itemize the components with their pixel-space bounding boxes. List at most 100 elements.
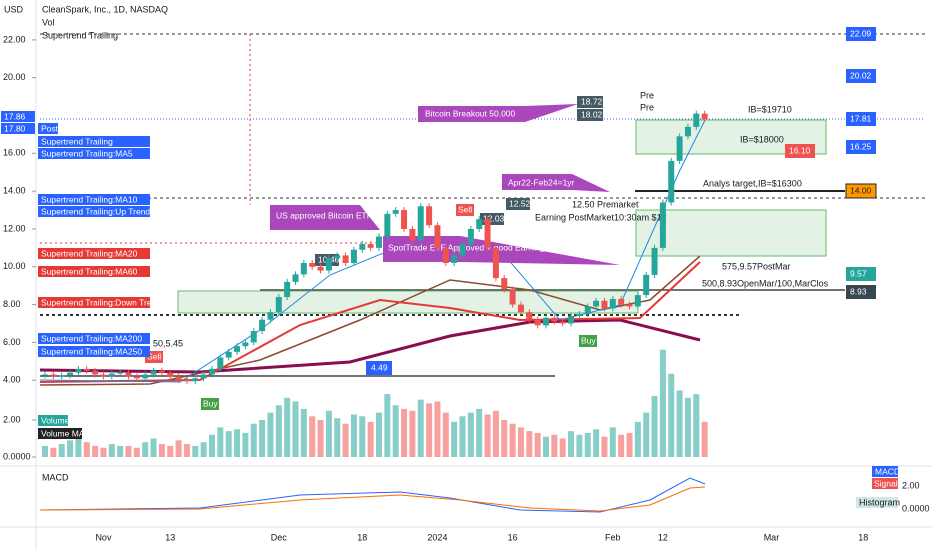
legend-tag: Supertrend Trailing:Up Trend — [41, 206, 150, 216]
candle — [517, 304, 524, 313]
volume-bar — [100, 447, 107, 457]
candle — [317, 266, 324, 271]
candle — [626, 304, 633, 307]
currency: USD — [4, 4, 24, 14]
volume-bar — [334, 418, 341, 457]
signal-line — [39, 486, 706, 512]
volume-bar — [167, 445, 174, 457]
annotation: Earning PostMarket10:30am $12 — [535, 212, 667, 222]
volume-bar — [83, 442, 90, 457]
tag-bg — [577, 109, 603, 121]
price-badge — [846, 69, 876, 83]
candle — [67, 372, 74, 376]
price-badge-label: 17.81 — [850, 113, 872, 123]
price-badge-label: 16.10 — [789, 145, 811, 155]
price-badge-label: 9.57 — [850, 268, 867, 278]
tag-bg — [577, 96, 603, 108]
volume-bar — [275, 405, 282, 457]
volume-bar — [626, 432, 633, 457]
y-tick-label: 0.0000 — [3, 451, 31, 461]
annotation: 12.03 — [483, 213, 505, 223]
tag-bg — [456, 204, 474, 216]
volume-bar — [325, 410, 332, 457]
histogram-tag: Histogram — [859, 497, 900, 507]
legend-tag: Volume — [41, 415, 70, 425]
tag-bg — [872, 466, 898, 477]
volume-bar — [67, 440, 74, 457]
y-tick-label: 2.00 — [3, 414, 21, 424]
annotation: Buy — [581, 335, 596, 345]
candle — [601, 300, 608, 309]
volume-bar — [309, 416, 316, 457]
candle — [451, 255, 458, 263]
callout — [383, 236, 620, 265]
price-badge-label: 14.00 — [850, 185, 872, 195]
title: CleanSpark, Inc., 1D, NASDAQ — [42, 4, 168, 14]
candle — [267, 312, 274, 320]
candle — [359, 244, 366, 250]
candle — [634, 295, 641, 307]
candle — [158, 370, 165, 373]
candle — [526, 312, 533, 320]
volume-bar — [125, 445, 132, 457]
candle — [509, 289, 516, 305]
volume-bar — [217, 427, 224, 457]
legend-tag: Supertrend Trailing:MA5 — [41, 148, 133, 158]
legend-tag: Volume MA — [41, 428, 85, 438]
tag-bg — [856, 497, 898, 508]
volume-bar — [434, 401, 441, 457]
candle — [576, 314, 583, 316]
volume-bar — [392, 405, 399, 457]
volume-bar — [618, 434, 625, 457]
tag-bg — [38, 148, 150, 159]
macd-tag: MACD — [875, 466, 900, 476]
candle — [559, 321, 566, 324]
volume-bar — [225, 431, 232, 457]
tag-bg — [579, 335, 597, 347]
tag-bg — [38, 428, 82, 439]
volume-bar — [183, 444, 190, 457]
annotation: Buy — [203, 398, 218, 408]
annotation: IB=$19710 — [748, 104, 792, 114]
candle — [325, 258, 332, 271]
annotation: Sell — [147, 351, 161, 361]
legend-tag: 17.86 — [4, 111, 26, 121]
candle — [75, 368, 82, 373]
candle — [459, 244, 466, 256]
volume-bar — [192, 445, 199, 457]
y-tick-label: 10.00 — [3, 261, 26, 271]
volume-bar — [75, 438, 82, 457]
candle — [593, 300, 600, 307]
candle — [100, 374, 107, 377]
candle — [693, 113, 700, 127]
candle — [242, 342, 249, 347]
volume-bar — [651, 395, 658, 457]
volume-bar — [58, 444, 65, 457]
annotation: 12.50 Premarket — [572, 199, 639, 209]
x-tick-label: 13 — [165, 532, 175, 542]
candle — [200, 374, 207, 379]
volume-bar — [568, 431, 575, 457]
volume-bar — [701, 421, 708, 457]
candle — [434, 225, 441, 248]
volume-bar — [259, 420, 266, 457]
annotation: IB=$18000 — [740, 134, 784, 144]
volume-bar — [492, 410, 499, 457]
candle — [484, 219, 491, 248]
volume-bar — [133, 447, 140, 457]
tag-bg — [38, 266, 150, 277]
tag-bg — [872, 478, 898, 489]
y-tick-label: 16.00 — [3, 148, 26, 158]
tag-bg — [38, 415, 68, 426]
callout — [418, 104, 578, 122]
zone — [635, 209, 827, 257]
candle — [125, 372, 132, 377]
annotation: Bitcoin Breakout 50.000 — [425, 108, 516, 118]
candle — [367, 244, 374, 248]
legend-tag: Supertrend Trailing:Down Trend — [41, 297, 161, 307]
candle — [167, 372, 174, 377]
volume-bar — [442, 412, 449, 457]
y-tick-label: 4.00 — [3, 375, 21, 385]
volume-bar — [117, 445, 124, 457]
tag-bg — [366, 361, 392, 375]
